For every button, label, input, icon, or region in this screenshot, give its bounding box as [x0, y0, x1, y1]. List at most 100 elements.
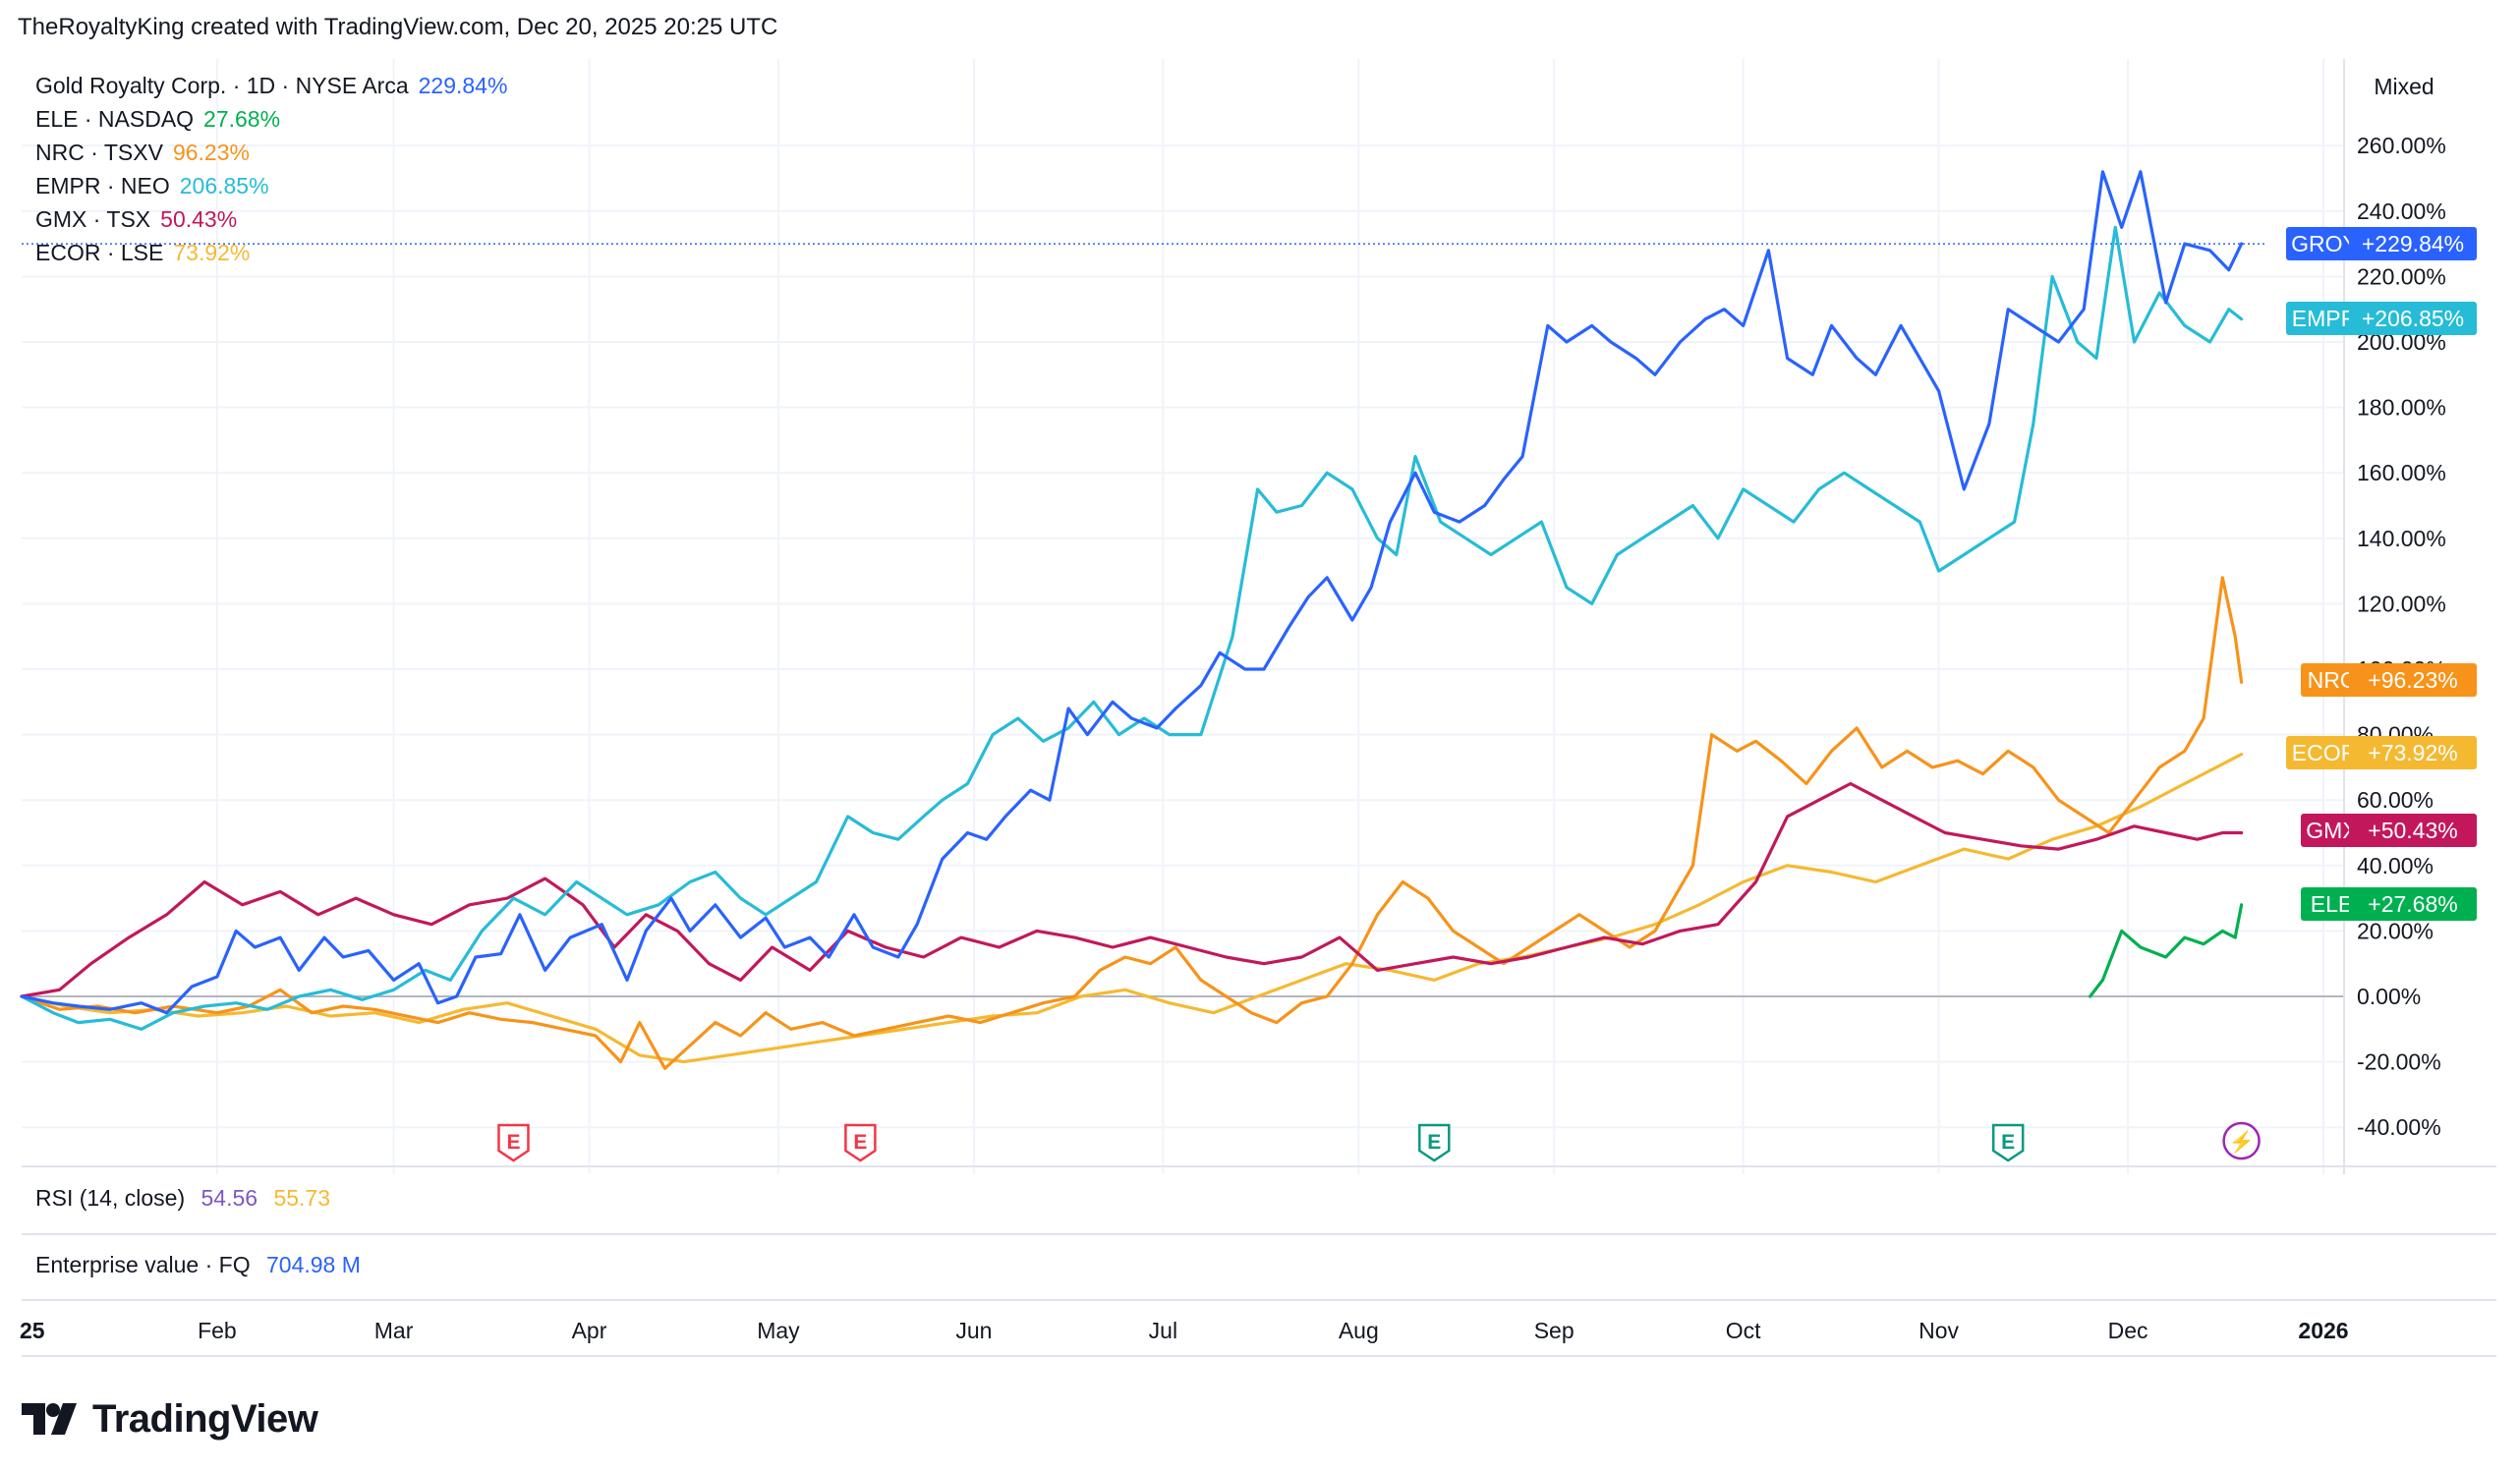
- x-tick-label: Sep: [1534, 1318, 1575, 1343]
- legend-item[interactable]: Gold Royalty Corp. · 1D · NYSE Arca 229.8…: [35, 69, 507, 102]
- earnings-marker-glyph: E: [506, 1131, 520, 1154]
- earnings-marker-shape: [1418, 1123, 1451, 1162]
- legend-label: NRC · TSXV: [35, 140, 163, 165]
- rsi-label: RSI (14, close): [35, 1185, 186, 1211]
- series-price-badges: GROY +229.84% EMPR +206.85% NRC +96.23% ECOR +7…: [2286, 227, 2477, 921]
- legend-value: 73.92%: [173, 240, 251, 265]
- x-tick-label: Nov: [1919, 1318, 1959, 1343]
- legend-value: 229.84%: [418, 73, 508, 98]
- y-tick-label: 140.00%: [2357, 526, 2446, 551]
- badge-name: EMPR: [2292, 306, 2357, 331]
- x-tick-label: May: [757, 1318, 800, 1343]
- badge-name: NRC: [2308, 667, 2357, 693]
- rsi-pane-label: RSI (14, close) 54.56 55.73: [35, 1185, 330, 1212]
- ev-pane-label: Enterprise value · FQ 704.98 M: [35, 1252, 361, 1278]
- earnings-marker-shape: [497, 1123, 530, 1162]
- y-tick-label: -20.00%: [2357, 1049, 2441, 1075]
- tradingview-logo[interactable]: TradingView: [22, 1393, 318, 1444]
- badge-name: ELE: [2311, 891, 2353, 917]
- badge-value: +50.43%: [2368, 818, 2457, 843]
- badge-name-bg: [2286, 302, 2363, 335]
- legend-value: 206.85%: [179, 173, 269, 198]
- x-tick-label: Aug: [1339, 1318, 1379, 1343]
- series-line-gmx: [20, 781, 2244, 998]
- y-tick-label: 260.00%: [2357, 133, 2446, 158]
- badge-name: GMX: [2306, 818, 2357, 843]
- legend-item[interactable]: GMX · TSX 50.43%: [35, 202, 507, 236]
- badge-value-bg: [2349, 227, 2477, 260]
- price-badge-groy: GROY +229.84%: [2286, 227, 2477, 260]
- badge-name-bg: [2301, 887, 2363, 921]
- legend-label: GMX · TSX: [35, 206, 151, 232]
- y-tick-label: 40.00%: [2357, 853, 2434, 878]
- y-tick-label: -40.00%: [2357, 1114, 2441, 1140]
- legend-label: ECOR · LSE: [35, 240, 164, 265]
- y-tick-label: 120.00%: [2357, 591, 2446, 616]
- badge-value: +27.68%: [2368, 891, 2457, 917]
- rsi-value-2: 55.73: [273, 1185, 331, 1211]
- badge-value-bg: [2349, 302, 2477, 335]
- legend-item[interactable]: ECOR · LSE 73.92%: [35, 236, 507, 269]
- x-tick-label: Dec: [2108, 1318, 2148, 1343]
- legend-value: 50.43%: [160, 206, 238, 232]
- series-line-ele: [2089, 903, 2244, 998]
- x-tick-label: Jul: [1149, 1318, 1177, 1343]
- series-legend: Gold Royalty Corp. · 1D · NYSE Arca 229.8…: [35, 69, 507, 269]
- earnings-marker[interactable]: E: [844, 1123, 877, 1162]
- legend-value: 96.23%: [172, 140, 250, 165]
- y-tick-label: 160.00%: [2357, 460, 2446, 485]
- lightning-icon: ⚡: [2229, 1129, 2255, 1155]
- price-badge-gmx: GMX +50.43%: [2301, 814, 2477, 847]
- scale-mode-button[interactable]: Mixed: [2374, 74, 2434, 99]
- badge-name-bg: [2301, 663, 2363, 697]
- badge-name: ECOR: [2292, 740, 2357, 765]
- y-axis[interactable]: 260.00%240.00%220.00%200.00%180.00%160.0…: [2343, 59, 2446, 1174]
- attribution-text: TheRoyaltyKing created with TradingView.…: [18, 14, 778, 40]
- tradingview-logo-icon: [22, 1403, 77, 1435]
- x-tick-label: Mar: [374, 1318, 414, 1343]
- indicator-panes: [22, 1165, 2496, 1357]
- y-tick-label: 20.00%: [2357, 918, 2434, 943]
- badge-value: +96.23%: [2368, 667, 2457, 693]
- tradingview-wordmark: TradingView: [92, 1396, 318, 1441]
- x-tick-label: 25: [20, 1318, 45, 1343]
- badge-value: +206.85%: [2362, 306, 2464, 331]
- badge-value: +73.92%: [2368, 740, 2457, 765]
- earnings-marker-shape: [1991, 1123, 2025, 1162]
- x-tick-label: Feb: [198, 1318, 237, 1343]
- badge-name-bg: [2301, 814, 2363, 847]
- badge-value-bg: [2349, 887, 2477, 921]
- x-tick-label: Oct: [1726, 1318, 1761, 1343]
- event-marker[interactable]: ⚡: [2222, 1121, 2261, 1161]
- series-line-ecor: [20, 752, 2244, 1064]
- legend-item[interactable]: ELE · NASDAQ 27.68%: [35, 102, 507, 136]
- rsi-value-1: 54.56: [200, 1185, 258, 1211]
- x-tick-label: Jun: [955, 1318, 992, 1343]
- ev-label: Enterprise value · FQ: [35, 1252, 251, 1277]
- price-badge-nrc: NRC +96.23%: [2301, 663, 2477, 697]
- legend-label: ELE · NASDAQ: [35, 106, 195, 132]
- legend-item[interactable]: EMPR · NEO 206.85%: [35, 169, 507, 202]
- legend-item[interactable]: NRC · TSXV 96.23%: [35, 136, 507, 169]
- x-axis[interactable]: 25 Feb Mar Apr May Jun Jul Aug Sep Oct Nov Dec 2026: [20, 1318, 2349, 1343]
- lightning-marker-shape: [2222, 1121, 2261, 1161]
- price-badge-ele: ELE +27.68%: [2301, 887, 2477, 921]
- price-badge-ecor: ECOR +73.92%: [2286, 736, 2477, 769]
- y-tick-label: 60.00%: [2357, 787, 2434, 813]
- x-tick-label: Apr: [572, 1318, 607, 1343]
- legend-label: Gold Royalty Corp. · 1D · NYSE Arca: [35, 73, 409, 98]
- event-markers: E E E E ⚡: [497, 1121, 2261, 1162]
- legend-label: EMPR · NEO: [35, 173, 170, 198]
- earnings-marker[interactable]: E: [497, 1123, 530, 1162]
- badge-name: GROY: [2291, 231, 2358, 256]
- earnings-marker[interactable]: E: [1418, 1123, 1451, 1162]
- y-tick-label: 220.00%: [2357, 263, 2446, 289]
- earnings-marker[interactable]: E: [1991, 1123, 2025, 1162]
- series-line-empr: [20, 225, 2244, 1031]
- badge-name-bg: [2286, 227, 2363, 260]
- ev-value: 704.98 M: [265, 1252, 361, 1277]
- badge-value-bg: [2349, 814, 2477, 847]
- earnings-marker-shape: [844, 1123, 877, 1162]
- y-tick-label: 0.00%: [2357, 984, 2421, 1009]
